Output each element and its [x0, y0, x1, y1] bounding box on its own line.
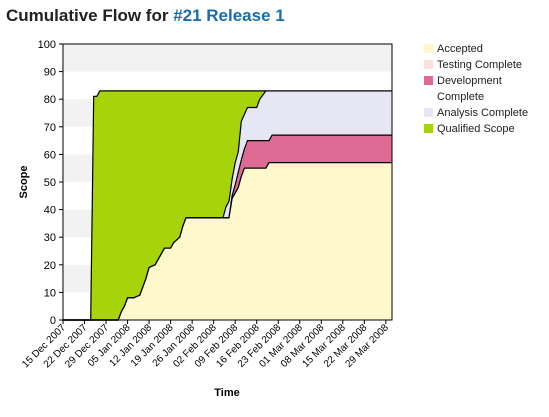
- legend-swatch: [424, 108, 433, 117]
- y-axis-title: Scope: [18, 165, 30, 198]
- y-tick-label: 10: [44, 287, 56, 299]
- y-tick-label: 20: [44, 260, 56, 272]
- y-tick-label: 90: [44, 67, 56, 79]
- y-tick-label: 50: [44, 177, 56, 189]
- y-tick-label: 60: [44, 149, 56, 161]
- y-tick-label: 0: [50, 315, 56, 327]
- y-tick-label: 80: [44, 94, 56, 106]
- legend-swatch: [424, 60, 433, 69]
- legend-label: Accepted: [437, 43, 483, 55]
- title-prefix: Cumulative Flow for: [6, 6, 174, 25]
- grid-band: [63, 44, 392, 72]
- legend-label: Analysis Complete: [437, 107, 528, 119]
- legend: Accepted Testing Complete Development Compl…: [424, 43, 528, 135]
- legend-label: Qualified Scope: [437, 123, 515, 135]
- chart-title: Cumulative Flow for #21 Release 1: [6, 6, 285, 26]
- y-tick-label: 40: [44, 205, 56, 217]
- legend-label: Development Complete: [437, 75, 502, 103]
- series-line: [63, 162, 392, 321]
- release-link[interactable]: #21 Release 1: [173, 6, 285, 25]
- x-axis-title: Time: [214, 387, 239, 399]
- y-tick-label: 70: [44, 122, 56, 134]
- legend-swatch: [424, 76, 433, 85]
- y-tick-label: 100: [38, 39, 56, 51]
- series-areas: [63, 90, 392, 321]
- legend-swatch: [424, 124, 433, 133]
- y-tick-label: 30: [44, 232, 56, 244]
- legend-swatch: [424, 44, 433, 53]
- y-axis: 0 10 20 30 40 50 60 70 80 90 100: [38, 39, 63, 327]
- legend-label: Testing Complete: [437, 59, 522, 71]
